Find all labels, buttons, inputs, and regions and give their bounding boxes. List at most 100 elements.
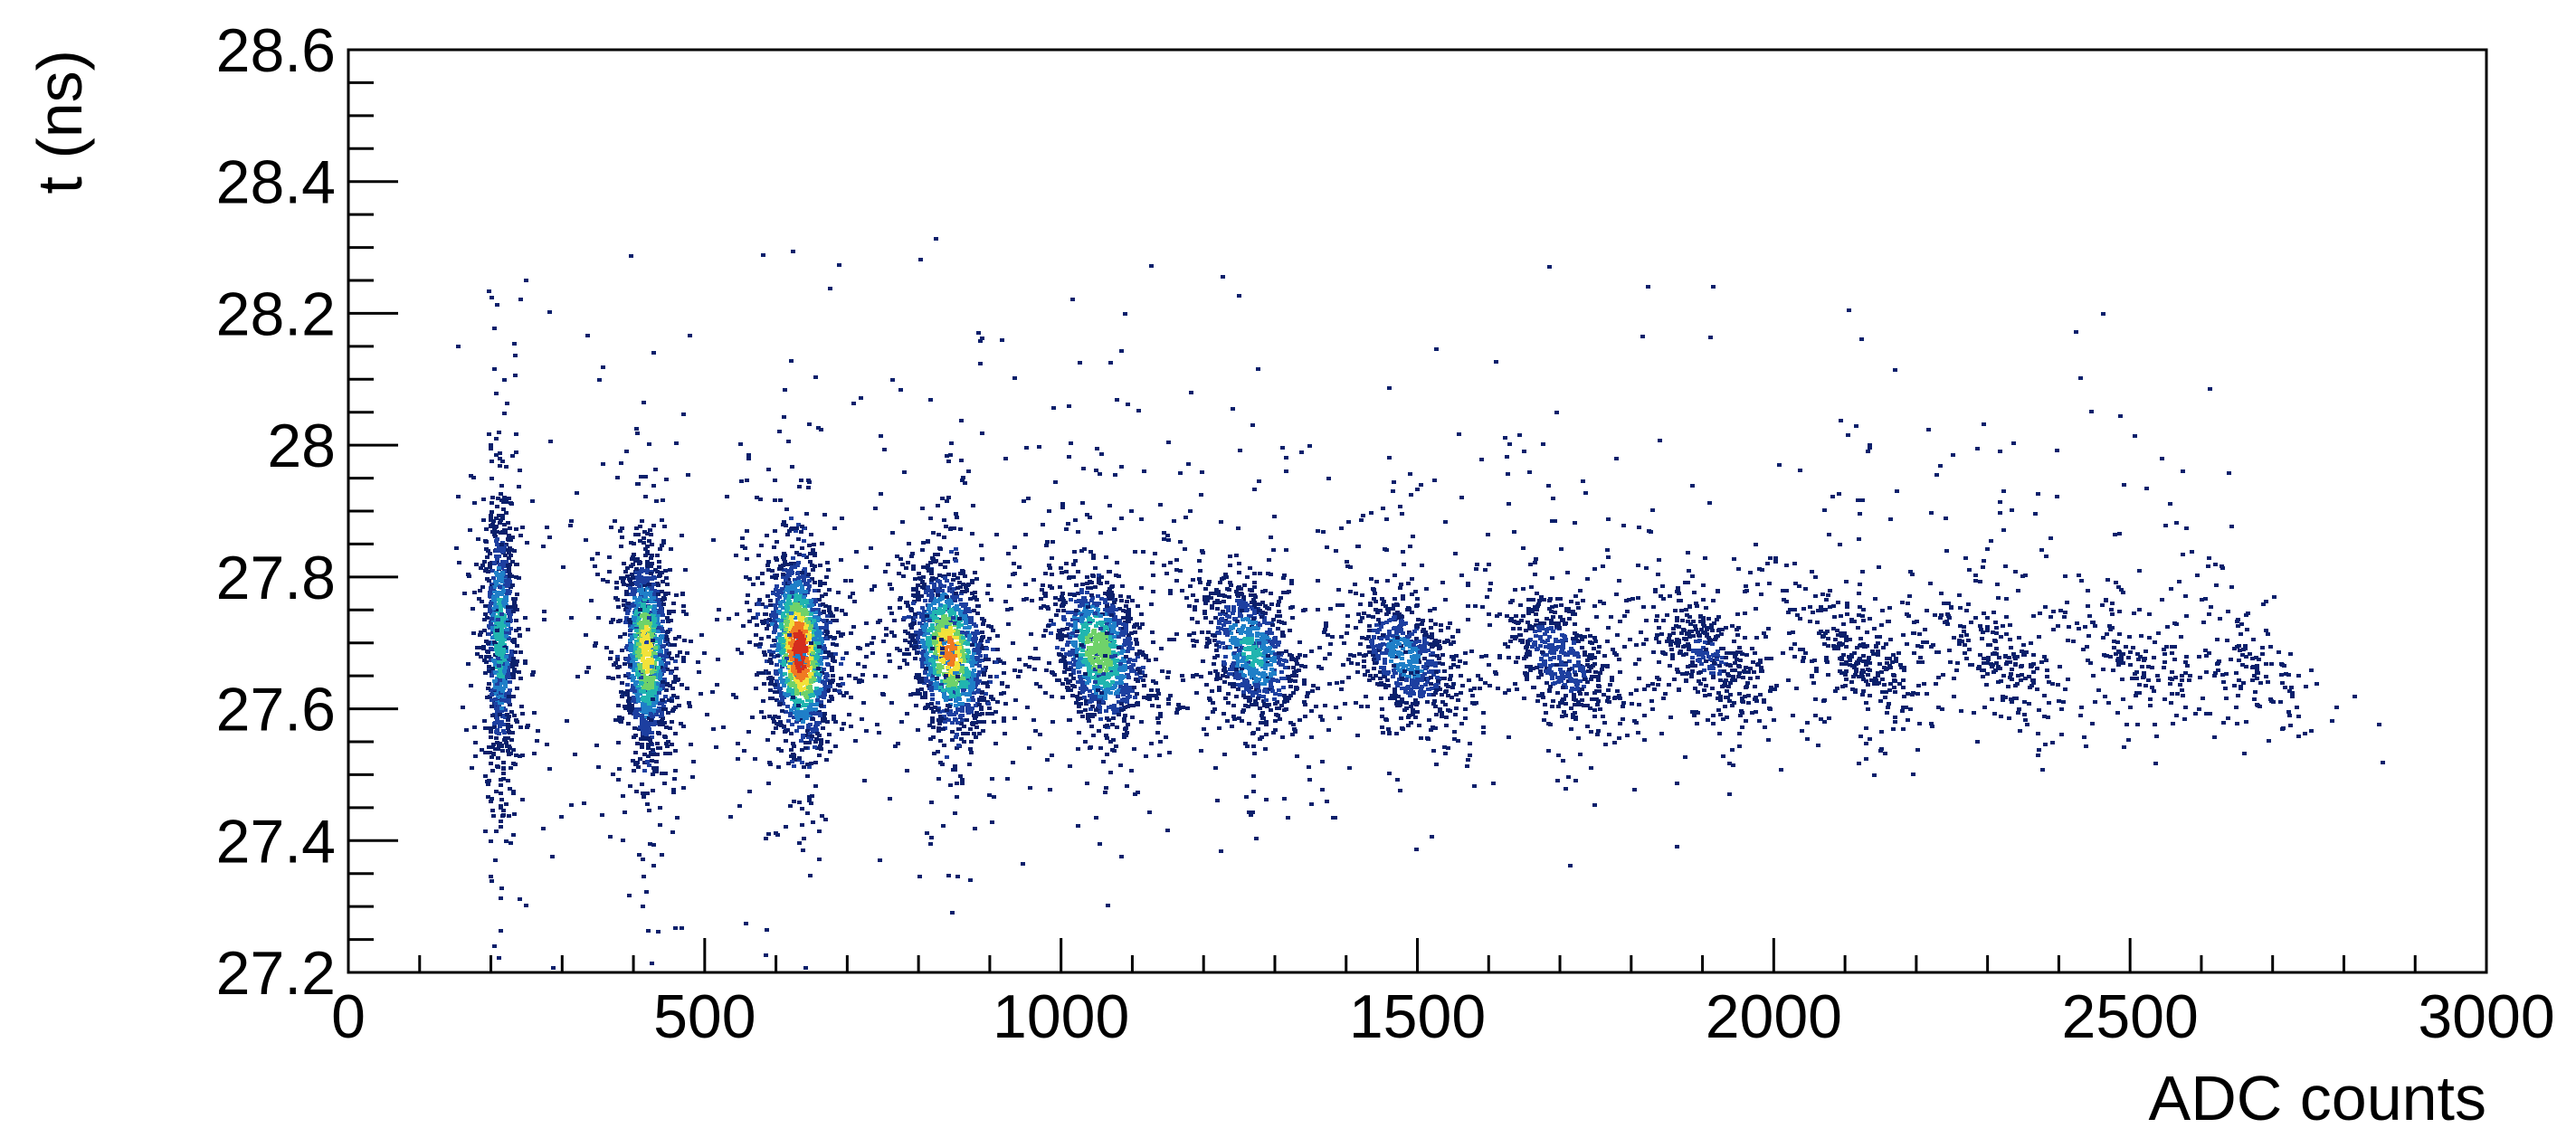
- data-point: [889, 701, 894, 705]
- data-point: [933, 589, 937, 592]
- data-point: [668, 726, 672, 730]
- data-point: [950, 721, 955, 725]
- data-point: [775, 584, 779, 588]
- data-point: [976, 688, 981, 692]
- data-point: [640, 745, 644, 749]
- data-point: [831, 614, 835, 618]
- data-point: [650, 554, 654, 557]
- data-point: [920, 580, 925, 583]
- data-point: [930, 678, 935, 681]
- data-point: [1117, 713, 1121, 716]
- data-point: [495, 574, 499, 577]
- data-point: [789, 527, 794, 531]
- data-point: [1111, 716, 1116, 720]
- data-point: [969, 660, 974, 664]
- data-point: [640, 588, 644, 592]
- data-point: [632, 604, 637, 608]
- data-point: [1136, 791, 1140, 794]
- data-point: [970, 655, 974, 659]
- data-point: [824, 630, 829, 633]
- data-point: [1097, 574, 1101, 577]
- data-point: [655, 570, 660, 574]
- data-point: [994, 660, 999, 664]
- data-point: [771, 716, 775, 720]
- data-point: [819, 641, 823, 645]
- data-point: [981, 681, 985, 685]
- data-point: [637, 853, 642, 857]
- data-point: [792, 800, 796, 803]
- data-point: [947, 586, 952, 590]
- data-point: [1068, 592, 1072, 596]
- data-point: [660, 853, 664, 857]
- data-point: [794, 714, 799, 717]
- data-point: [775, 679, 779, 683]
- data-point: [831, 619, 835, 622]
- data-point: [934, 649, 938, 653]
- data-point: [774, 624, 778, 628]
- data-point: [489, 730, 493, 734]
- data-point: [492, 722, 497, 725]
- data-point: [798, 575, 803, 579]
- data-point: [503, 531, 508, 535]
- data-point: [651, 843, 656, 847]
- data-point: [500, 460, 505, 463]
- data-point: [627, 577, 632, 581]
- data-point: [930, 720, 935, 724]
- data-point: [970, 579, 974, 583]
- data-point: [945, 657, 949, 660]
- data-point: [782, 684, 786, 687]
- data-point: [930, 716, 935, 720]
- data-point: [765, 621, 769, 624]
- data-point: [661, 716, 665, 720]
- data-point: [510, 672, 515, 676]
- data-point: [819, 742, 823, 745]
- data-point: [631, 576, 635, 580]
- data-point: [509, 710, 514, 714]
- data-point: [796, 639, 801, 642]
- data-point: [663, 772, 668, 775]
- data-point: [506, 622, 510, 626]
- data-point: [491, 576, 496, 580]
- data-point: [1066, 688, 1070, 692]
- data-point: [650, 677, 654, 680]
- data-point: [526, 628, 530, 631]
- data-point: [793, 684, 797, 687]
- data-point: [811, 717, 815, 721]
- data-point: [642, 598, 647, 602]
- data-point: [659, 606, 663, 610]
- data-point: [818, 631, 822, 635]
- data-point: [803, 626, 808, 630]
- data-point: [671, 791, 676, 794]
- data-point: [784, 524, 788, 527]
- data-point: [799, 479, 803, 482]
- data-point: [923, 670, 927, 674]
- data-point: [642, 648, 646, 651]
- data-point: [952, 587, 956, 591]
- data-point: [645, 550, 650, 554]
- data-point: [785, 620, 790, 623]
- data-point: [965, 672, 969, 676]
- data-point: [916, 691, 920, 695]
- data-point: [652, 663, 657, 667]
- data-point: [818, 603, 822, 607]
- data-point: [620, 681, 624, 685]
- data-point: [1115, 725, 1119, 729]
- data-point: [773, 603, 777, 607]
- data-point: [963, 626, 967, 630]
- data-point: [489, 726, 493, 730]
- data-point: [828, 621, 832, 624]
- data-point: [496, 631, 500, 635]
- data-point: [1096, 621, 1100, 625]
- data-point: [669, 619, 673, 622]
- data-point: [822, 644, 826, 648]
- data-point: [1104, 709, 1108, 713]
- data-point: [503, 583, 508, 586]
- data-point: [493, 580, 498, 583]
- data-point: [490, 670, 494, 674]
- data-point: [813, 375, 818, 379]
- data-point: [809, 657, 813, 660]
- data-point: [889, 611, 894, 615]
- data-point: [789, 359, 794, 363]
- data-point: [774, 607, 778, 611]
- data-point: [932, 632, 936, 636]
